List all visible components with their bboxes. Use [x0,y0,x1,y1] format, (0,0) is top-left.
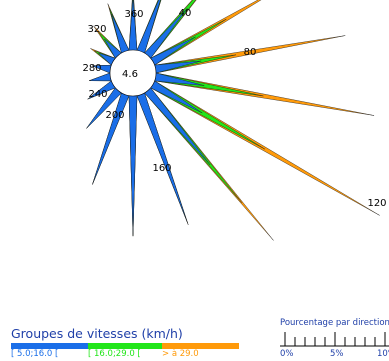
wind-rose-sectors [86,0,380,241]
direction-label-160: 160 [152,163,171,174]
percent-scale [280,332,389,347]
scale-tick-label: 5% [330,349,344,359]
direction-label-360: 360 [124,9,143,20]
direction-label-120: 120 [367,198,386,209]
direction-label-40: 40 [179,8,192,19]
speed-groups-title: Groupes de vitesses (km/h) [11,326,183,341]
scale-tick-label: 10% [377,349,389,359]
speed-group-bar-2 [88,343,162,349]
center-circle [109,49,157,97]
speed-group-bar-3 [162,343,239,349]
scale-tick-label: 0% [280,349,294,359]
group-1-sector-180 [128,72,138,235]
direction-label-200: 200 [105,110,124,121]
percent-scale-title: Pourcentage par direction [280,318,389,328]
speed-group-label-2: [ 16.0;29.0 [ [88,349,141,359]
center-value: 4.6 [122,69,138,80]
speed-group-label-3: > à 29.0 [162,349,199,359]
direction-label-320: 320 [87,24,106,35]
direction-label-80: 80 [244,47,257,58]
direction-labels: 360 40 80 120 160 200 240 280 320 [82,8,386,209]
speed-group-label-1: [ 5.0;16.0 [ [11,349,59,359]
wind-rose-chart: 360 40 80 120 160 200 240 280 320 4.6 [82,0,387,241]
direction-label-280: 280 [82,63,101,74]
direction-label-240: 240 [88,89,107,100]
speed-group-bar-1 [11,343,88,349]
